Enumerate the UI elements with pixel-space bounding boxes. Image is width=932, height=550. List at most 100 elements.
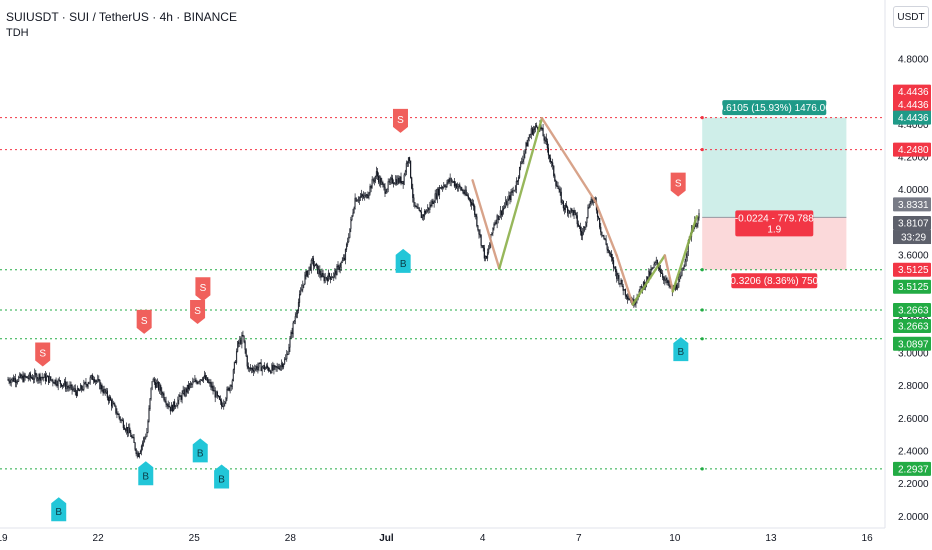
candle-body <box>103 388 105 394</box>
candle-body <box>446 182 448 187</box>
candle-body <box>517 177 520 182</box>
candle-body <box>123 427 125 430</box>
candle-body <box>483 247 485 259</box>
sell-marker <box>136 309 152 334</box>
candle-body <box>81 385 83 390</box>
candle-body <box>293 320 295 324</box>
candle-body <box>145 436 147 438</box>
indicator-label: TDH <box>6 27 29 39</box>
candle-body <box>144 437 146 439</box>
candle-body <box>57 379 59 386</box>
candle-body <box>454 183 457 187</box>
price-tag-text: 4.4436 <box>898 100 929 111</box>
candle-body <box>552 162 554 167</box>
candle-body <box>492 227 494 234</box>
candle-body <box>568 210 570 214</box>
candle-body <box>294 316 296 322</box>
candle-body <box>160 385 162 392</box>
candle-body <box>561 200 563 203</box>
buy-signal[interactable]: B <box>138 461 154 486</box>
price-tag-text: 3.2663 <box>898 305 929 316</box>
candle-body <box>412 188 414 199</box>
candle-body <box>504 206 506 209</box>
candle-body <box>572 210 574 216</box>
candle-body <box>535 125 537 129</box>
candle-body <box>649 271 651 276</box>
signal-label: S <box>141 316 148 327</box>
sell-signal[interactable]: S <box>392 108 408 133</box>
buy-signal[interactable]: B <box>192 438 208 463</box>
sell-signal[interactable]: S <box>136 309 152 334</box>
candle-body <box>122 420 124 429</box>
candle-body <box>187 384 190 390</box>
candle-body <box>139 450 142 454</box>
candle-body <box>279 365 281 370</box>
candle-body <box>134 442 136 450</box>
candle-body <box>582 232 584 236</box>
candle-body <box>589 203 591 208</box>
price-tag-3.5125[interactable]: 3.5125 <box>893 262 931 277</box>
buy-signal[interactable]: B <box>214 464 230 489</box>
candle-body <box>14 378 17 383</box>
candle-body <box>506 200 508 206</box>
candle-body <box>407 157 410 163</box>
price-tag-3.2663[interactable]: 3.2663 <box>893 318 931 333</box>
candle-body <box>580 231 583 236</box>
price-tag-3.8107[interactable]: 3.8107 <box>893 216 931 231</box>
candle-body <box>395 179 397 184</box>
candle-body <box>40 376 42 381</box>
sell-signal[interactable]: S <box>670 172 686 197</box>
price-tag-3.8331[interactable]: 3.8331 <box>893 197 931 212</box>
candle-body <box>250 368 253 370</box>
buy-signal[interactable]: B <box>673 337 689 362</box>
candle-body <box>244 341 246 350</box>
candle-body <box>106 390 108 398</box>
candle-body <box>372 179 374 182</box>
candle-body <box>317 264 319 274</box>
candle-body <box>420 211 422 219</box>
price-tag-4.2480[interactable]: 4.2480 <box>893 142 931 157</box>
buy-signal[interactable]: B <box>51 497 67 522</box>
candle-body <box>109 396 112 401</box>
price-tag-3.5125[interactable]: 3.5125 <box>893 279 931 294</box>
sell-signal[interactable]: S <box>190 300 206 325</box>
candle-body <box>404 171 406 176</box>
buy-marker <box>138 461 154 486</box>
candle-body <box>77 388 80 391</box>
price-tag-text: 2.2937 <box>898 464 929 475</box>
candle-body <box>347 241 349 245</box>
candle-body <box>474 206 476 215</box>
candle-body <box>192 381 194 385</box>
candle-body <box>663 277 665 281</box>
sell-signal[interactable]: S <box>35 342 51 367</box>
currency-badge[interactable]: USDT <box>893 6 929 28</box>
candle-body <box>281 363 284 368</box>
candle-body <box>610 253 613 258</box>
x-tick-label: 25 <box>189 533 201 544</box>
candle-body <box>49 376 51 383</box>
candle-body <box>465 189 467 195</box>
price-tag-2.2937[interactable]: 2.2937 <box>893 461 931 476</box>
target-label[interactable]: 0.6105 (15.93%) 1476.06 <box>718 100 831 116</box>
sell-signal[interactable]: S <box>195 277 211 302</box>
buy-signal[interactable]: B <box>395 248 411 273</box>
stop-label[interactable]: 0.3206 (8.36%) 750 <box>730 273 819 289</box>
candle-body <box>202 376 205 381</box>
candle-body <box>78 389 81 392</box>
candle-body <box>262 365 264 368</box>
candle-body <box>401 180 403 184</box>
candle-body <box>94 380 97 382</box>
candle-body <box>233 361 235 370</box>
price-tag-4.4436[interactable]: 4.4436 <box>893 84 931 99</box>
candle-body <box>204 375 207 380</box>
price-tag-4.4436[interactable]: 4.4436 <box>893 97 931 112</box>
candle-body <box>316 263 318 266</box>
price-tag-3.2663[interactable]: 3.2663 <box>893 302 931 317</box>
candle-body <box>488 248 490 253</box>
price-tag-3.0897[interactable]: 3.0897 <box>893 336 931 351</box>
candle-body <box>513 190 515 192</box>
price-tag-4.4436[interactable]: 4.4436 <box>893 110 931 125</box>
candle-body <box>394 183 396 185</box>
